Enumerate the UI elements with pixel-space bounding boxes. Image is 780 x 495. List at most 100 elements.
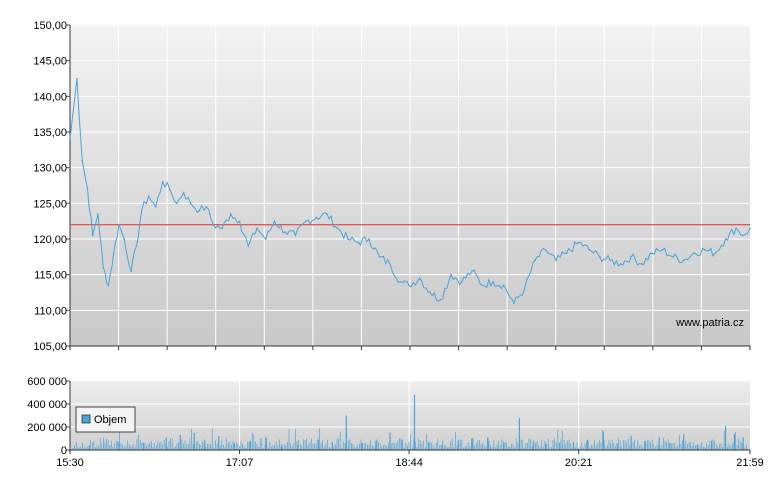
- price-point: [130, 270, 132, 272]
- volume-bar: [545, 444, 547, 451]
- price-point: [749, 227, 751, 230]
- price-point: [135, 245, 138, 247]
- price-point: [389, 263, 391, 265]
- price-point: [315, 216, 318, 219]
- price-point: [230, 213, 232, 215]
- price-point: [212, 223, 215, 226]
- volume-bar: [413, 394, 416, 450]
- volume-bar: [532, 440, 534, 450]
- volume-bar: [204, 439, 206, 450]
- price-point: [534, 259, 536, 262]
- price-point: [630, 256, 632, 258]
- volume-plot-area: [70, 381, 750, 450]
- price-point: [264, 238, 267, 240]
- price-point: [247, 245, 250, 247]
- price-point: [450, 273, 452, 276]
- price-point: [336, 227, 339, 230]
- price-point: [735, 227, 737, 230]
- price-point: [102, 266, 105, 269]
- price-point: [418, 277, 421, 280]
- volume-xtick-label: 20:21: [565, 457, 593, 469]
- price-point: [565, 252, 568, 255]
- volume-bar: [375, 440, 377, 450]
- price-panel: 105,00 110,00 115,00 120,00 125,00 130,00 135,…: [33, 20, 751, 353]
- price-point: [168, 188, 171, 190]
- price-point: [154, 206, 157, 208]
- price-point: [598, 256, 601, 258]
- legend-label: Objem: [94, 414, 126, 426]
- price-point: [294, 234, 297, 237]
- price-ytick-label: 135,00: [33, 127, 67, 139]
- volume-bar: [658, 437, 660, 450]
- price-point: [502, 284, 505, 287]
- price-ytick-label: 110,00: [34, 305, 67, 317]
- legend-swatch: [81, 414, 91, 424]
- price-ytick-label: 130,00: [33, 163, 67, 175]
- volume-bar: [281, 444, 283, 451]
- price-point: [357, 241, 360, 244]
- price-point: [147, 195, 150, 197]
- price-point: [429, 291, 431, 294]
- price-point: [273, 220, 276, 222]
- volume-xtick-label: 17:07: [226, 457, 254, 469]
- price-ytick-label: 105,00: [33, 341, 67, 353]
- volume-ytick-label: 0: [61, 445, 67, 457]
- price-point: [555, 259, 557, 262]
- volume-bar: [331, 441, 333, 450]
- volume-bar: [616, 443, 618, 450]
- price-point: [724, 238, 727, 240]
- price-ytick-label: 125,00: [33, 198, 67, 210]
- volume-ytick-label: 600 000: [27, 376, 67, 388]
- volume-bar: [233, 443, 235, 450]
- price-point: [118, 223, 120, 226]
- price-point: [182, 191, 185, 194]
- price-point: [161, 181, 164, 183]
- price-point: [640, 263, 643, 265]
- volume-bar: [586, 439, 589, 450]
- price-point: [69, 138, 71, 140]
- volume-bar: [602, 431, 604, 450]
- volume-bar: [345, 415, 347, 450]
- price-ytick-label: 150,00: [33, 20, 67, 32]
- volume-xtick-label: 15:30: [56, 457, 84, 469]
- volume-bar: [317, 439, 319, 450]
- volume-bar: [457, 440, 459, 450]
- price-point: [347, 238, 349, 240]
- price-point: [97, 213, 99, 215]
- volume-panel: 0 200 000 400 000 600 000 15:30 17:07 18:44 20:…: [27, 376, 764, 469]
- volume-bar: [142, 443, 145, 450]
- price-point: [544, 248, 547, 251]
- price-point: [714, 252, 716, 255]
- volume-bar: [572, 441, 575, 450]
- volume-ytick-label: 200 000: [27, 422, 67, 434]
- price-point: [112, 252, 115, 255]
- price-point: [577, 241, 580, 244]
- volume-bar: [630, 436, 632, 450]
- price-point: [481, 284, 484, 287]
- price-point: [408, 284, 410, 287]
- price-point: [492, 281, 494, 283]
- price-point: [742, 234, 744, 237]
- volume-bar: [742, 437, 744, 450]
- volume-bar: [179, 435, 181, 450]
- price-point: [619, 263, 622, 265]
- volume-bar: [88, 445, 90, 450]
- price-point: [198, 209, 201, 212]
- price-point: [588, 248, 590, 251]
- volume-bar: [669, 443, 671, 450]
- price-point: [305, 220, 307, 222]
- price-ytick-label: 145,00: [33, 56, 67, 68]
- price-point: [205, 206, 208, 208]
- volume-bar: [165, 437, 167, 450]
- volume-bar: [683, 433, 685, 450]
- price-point: [513, 302, 515, 305]
- volume-bar: [644, 440, 646, 450]
- price-point: [672, 256, 674, 258]
- price-point: [471, 270, 473, 272]
- price-point: [91, 234, 94, 237]
- price-point: [140, 209, 143, 212]
- volume-bar: [487, 437, 489, 450]
- price-point: [326, 213, 328, 215]
- price-point: [460, 281, 463, 283]
